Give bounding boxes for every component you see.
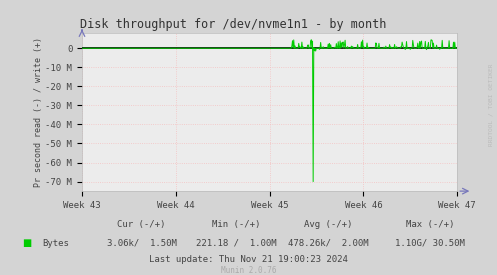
Text: Bytes: Bytes (42, 239, 69, 248)
Text: 221.18 /  1.00M: 221.18 / 1.00M (196, 239, 276, 248)
Text: Avg (-/+): Avg (-/+) (304, 220, 352, 229)
Y-axis label: Pr second read (-) / write (+): Pr second read (-) / write (+) (34, 37, 43, 187)
Text: 3.06k/  1.50M: 3.06k/ 1.50M (107, 239, 176, 248)
Text: RRDTOOL / TOBI OETIKER: RRDTOOL / TOBI OETIKER (489, 63, 494, 146)
Text: Cur (-/+): Cur (-/+) (117, 220, 166, 229)
Text: Disk throughput for /dev/nvme1n1 - by month: Disk throughput for /dev/nvme1n1 - by mo… (81, 18, 387, 31)
Text: Munin 2.0.76: Munin 2.0.76 (221, 266, 276, 275)
Text: Last update: Thu Nov 21 19:00:23 2024: Last update: Thu Nov 21 19:00:23 2024 (149, 255, 348, 264)
Text: 1.10G/ 30.50M: 1.10G/ 30.50M (395, 239, 465, 248)
Text: ■: ■ (22, 238, 32, 248)
Text: 478.26k/  2.00M: 478.26k/ 2.00M (288, 239, 368, 248)
Text: Max (-/+): Max (-/+) (406, 220, 454, 229)
Text: Min (-/+): Min (-/+) (212, 220, 260, 229)
